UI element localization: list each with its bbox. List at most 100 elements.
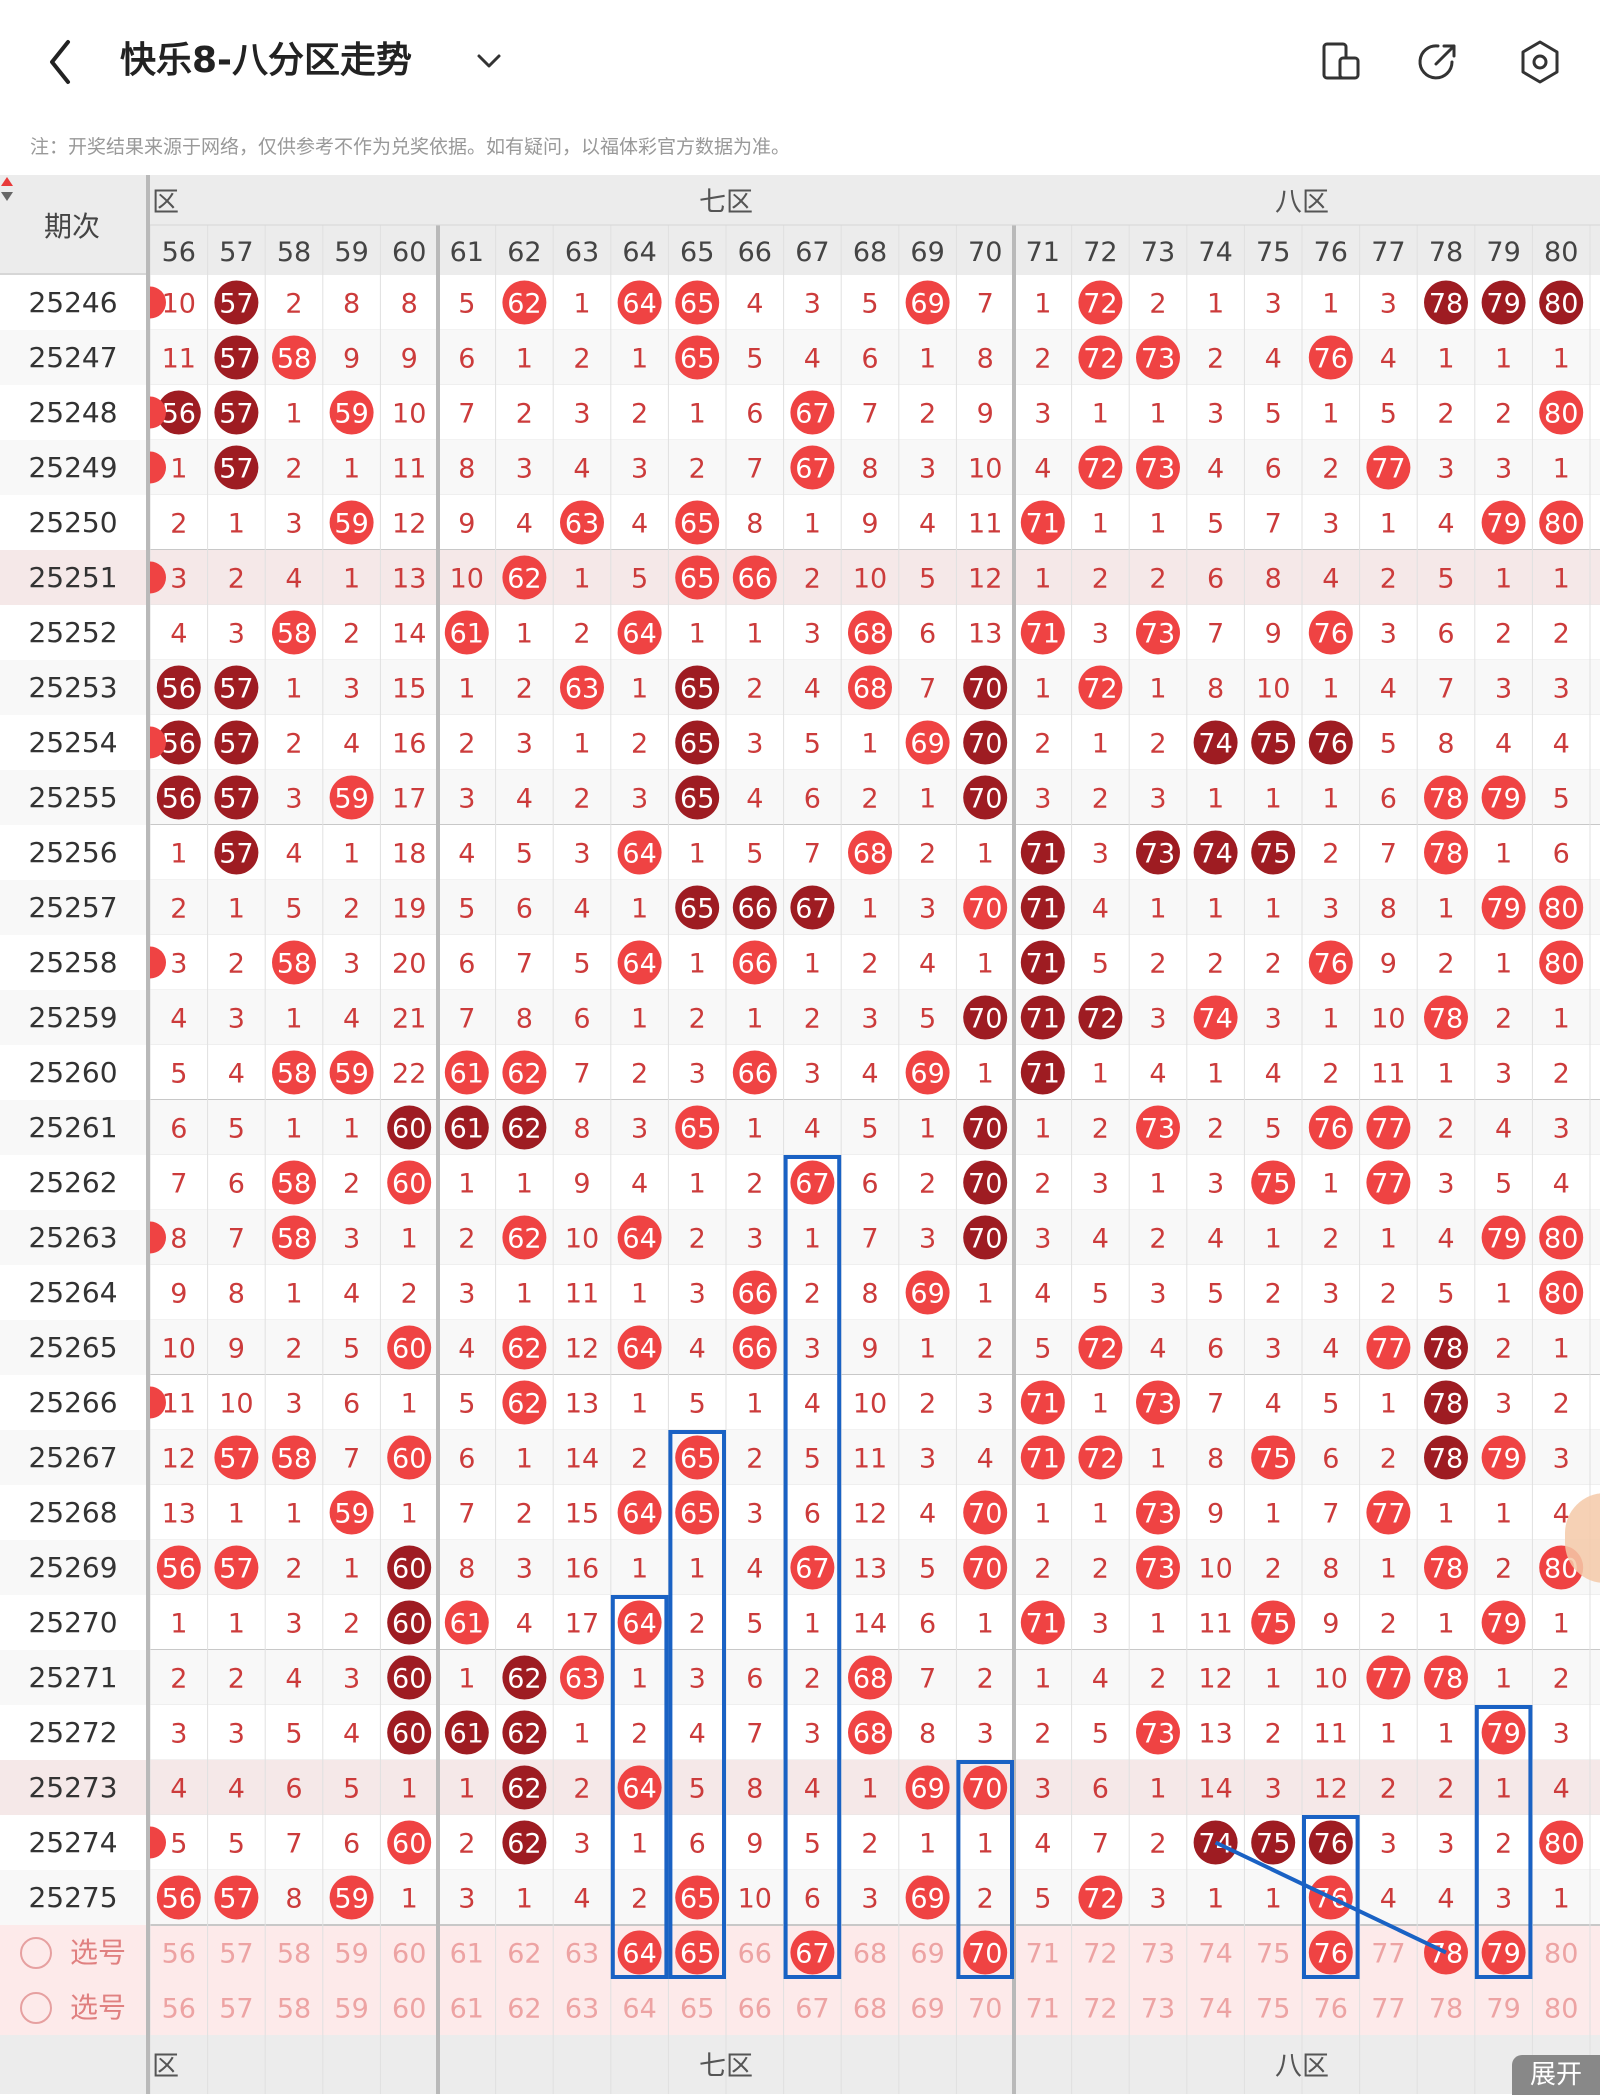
number-ball — [617, 1490, 662, 1535]
miss-count: 5 — [1034, 1334, 1051, 1365]
miss-count: 13 — [1198, 1719, 1232, 1750]
selected-number[interactable]: 64 — [622, 1939, 656, 1970]
miss-count: 2 — [228, 949, 245, 980]
pick-number[interactable]: 75 — [1256, 1939, 1290, 1970]
partial-ball — [150, 1386, 166, 1419]
radio-icon[interactable] — [20, 1937, 52, 1969]
pick-number[interactable]: 60 — [392, 1994, 426, 2025]
selected-number[interactable]: 79 — [1486, 1939, 1520, 1970]
pick-number[interactable]: 59 — [334, 1994, 368, 2025]
device-icon[interactable] — [1318, 38, 1366, 86]
number-ball — [1308, 720, 1353, 765]
pick-number[interactable]: 70 — [968, 1994, 1002, 2025]
share-icon[interactable] — [1414, 38, 1462, 86]
pick-number[interactable]: 73 — [1141, 1939, 1175, 1970]
pick-number[interactable]: 71 — [1026, 1994, 1060, 2025]
selected-ball[interactable] — [790, 1930, 835, 1975]
pick-number[interactable]: 65 — [680, 1994, 714, 2025]
pick-number[interactable]: 77 — [1371, 1939, 1405, 1970]
miss-count: 12 — [1314, 1774, 1348, 1805]
pick-number[interactable]: 62 — [507, 1994, 541, 2025]
pick-number[interactable]: 75 — [1256, 1994, 1290, 2025]
ball-number: 69 — [910, 1774, 944, 1805]
pick-number[interactable]: 57 — [219, 1939, 253, 1970]
miss-count: 3 — [804, 289, 821, 320]
back-arrow-icon[interactable] — [42, 34, 82, 90]
pick-number[interactable]: 71 — [1026, 1939, 1060, 1970]
pick-number[interactable]: 72 — [1083, 1994, 1117, 2025]
selected-ball[interactable] — [617, 1930, 662, 1975]
pick-number[interactable]: 69 — [910, 1994, 944, 2025]
pick-number[interactable]: 58 — [277, 1994, 311, 2025]
miss-count: 5 — [228, 1829, 245, 1860]
number-ball — [905, 1050, 950, 1095]
selected-number[interactable]: 78 — [1429, 1939, 1463, 1970]
selected-ball[interactable] — [675, 1930, 720, 1975]
ball-number: 57 — [219, 454, 253, 485]
miss-count: 3 — [746, 1224, 763, 1255]
number-ball — [1136, 1105, 1180, 1150]
pick-row[interactable]: 选号 — [0, 1980, 146, 2035]
selected-number[interactable]: 65 — [680, 1939, 714, 1970]
selected-ball[interactable] — [963, 1930, 1008, 1975]
miss-count: 1 — [1149, 399, 1166, 430]
pick-number[interactable]: 68 — [853, 1939, 887, 1970]
miss-count: 5 — [804, 1444, 821, 1475]
pick-number[interactable]: 77 — [1371, 1994, 1405, 2025]
pick-number[interactable]: 76 — [1314, 1994, 1348, 2025]
miss-count: 3 — [228, 619, 245, 650]
miss-count: 8 — [285, 1884, 302, 1915]
pick-row[interactable]: 选号 — [0, 1925, 146, 1980]
selected-number[interactable]: 70 — [968, 1939, 1002, 1970]
pick-number[interactable]: 80 — [1544, 1994, 1578, 2025]
sort-arrows-icon[interactable] — [0, 175, 14, 203]
ball-number: 58 — [277, 1059, 311, 1090]
issue-header[interactable]: 期次 — [0, 175, 146, 275]
pick-number[interactable]: 72 — [1083, 1939, 1117, 1970]
miss-count: 5 — [746, 839, 763, 870]
pick-number[interactable]: 59 — [334, 1939, 368, 1970]
pick-number[interactable]: 80 — [1544, 1939, 1578, 1970]
selected-ball[interactable] — [1481, 1930, 1526, 1975]
number-ball — [1481, 280, 1526, 325]
pick-number[interactable]: 66 — [738, 1939, 772, 1970]
pick-number[interactable]: 57 — [219, 1994, 253, 2025]
ball-number: 67 — [795, 894, 829, 925]
pick-number[interactable]: 60 — [392, 1939, 426, 1970]
expand-button[interactable]: 展开 — [1512, 2055, 1600, 2095]
pick-number[interactable]: 74 — [1198, 1939, 1232, 1970]
number-ball — [1020, 1050, 1065, 1095]
pick-number[interactable]: 61 — [450, 1994, 484, 2025]
pick-number[interactable]: 66 — [738, 1994, 772, 2025]
pick-number[interactable]: 63 — [565, 1939, 599, 1970]
miss-count: 4 — [1265, 1389, 1282, 1420]
pick-number[interactable]: 58 — [277, 1939, 311, 1970]
pick-number[interactable]: 63 — [565, 1994, 599, 2025]
pick-number[interactable]: 74 — [1198, 1994, 1232, 2025]
pick-number[interactable]: 78 — [1429, 1994, 1463, 2025]
selected-ball[interactable] — [1308, 1930, 1353, 1975]
pick-number[interactable]: 69 — [910, 1939, 944, 1970]
ball-number: 70 — [968, 1499, 1002, 1530]
pick-number[interactable]: 61 — [450, 1939, 484, 1970]
ball-number: 79 — [1486, 1444, 1520, 1475]
pick-number[interactable]: 64 — [622, 1994, 656, 2025]
chevron-down-icon[interactable] — [474, 46, 504, 76]
selected-number[interactable]: 67 — [795, 1939, 829, 1970]
pick-number[interactable]: 73 — [1141, 1994, 1175, 2025]
pick-number[interactable]: 56 — [162, 1939, 196, 1970]
pick-number[interactable]: 62 — [507, 1939, 541, 1970]
selected-number[interactable]: 76 — [1314, 1939, 1348, 1970]
miss-count: 4 — [458, 1334, 475, 1365]
pick-number[interactable]: 56 — [162, 1994, 196, 2025]
number-ball — [1020, 885, 1065, 930]
pick-number[interactable]: 67 — [795, 1994, 829, 2025]
ball-number: 71 — [1026, 1609, 1060, 1640]
miss-count: 2 — [1265, 1279, 1282, 1310]
radio-icon[interactable] — [20, 1992, 52, 2024]
page-title[interactable]: 快乐8-八分区走势 — [120, 40, 412, 81]
settings-icon[interactable] — [1516, 38, 1564, 86]
pick-number[interactable]: 79 — [1486, 1994, 1520, 2025]
pick-number[interactable]: 68 — [853, 1994, 887, 2025]
miss-count: 3 — [285, 1389, 302, 1420]
